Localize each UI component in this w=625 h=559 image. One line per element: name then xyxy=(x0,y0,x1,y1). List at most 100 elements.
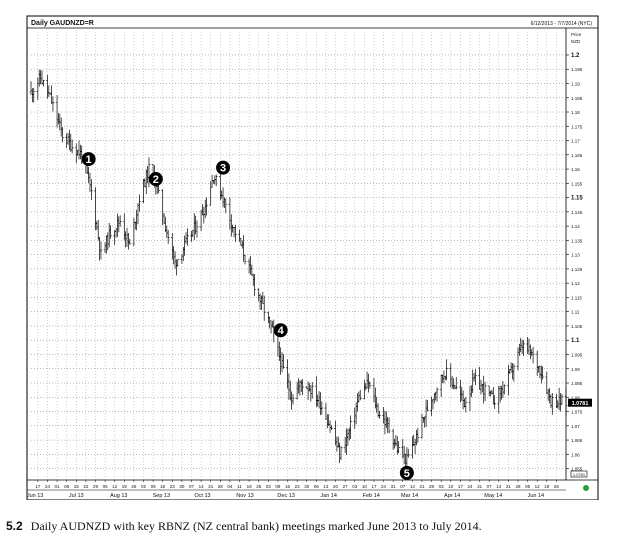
bottom-axis-box xyxy=(570,470,588,478)
x-day-label: 30 xyxy=(179,484,185,489)
y-tick-label: 1.145 xyxy=(571,210,583,215)
rbnz-meeting-label: 2 xyxy=(153,174,159,186)
x-month-label: Dec 13 xyxy=(277,493,294,499)
x-month-label: Aug 13 xyxy=(110,493,127,499)
y-tick-label: 1.13 xyxy=(571,253,580,258)
rbnz-meeting-label: 3 xyxy=(220,163,226,175)
x-day-label: 31 xyxy=(477,484,483,489)
x-day-label: 26 xyxy=(131,484,137,489)
x-month-label: Feb 14 xyxy=(363,493,380,499)
x-month-label: Oct 13 xyxy=(194,493,210,499)
y-tick-label: 1.125 xyxy=(571,267,583,272)
x-day-label: 26 xyxy=(554,484,560,489)
y-tick-label: 1.17 xyxy=(571,139,580,144)
x-month-label: May 14 xyxy=(484,493,502,499)
rbnz-meeting-marker xyxy=(216,160,231,175)
x-day-label: 14 xyxy=(496,484,502,489)
x-day-label: 17 xyxy=(35,484,41,489)
y-tick-label: 1.055 xyxy=(571,467,583,472)
x-day-label: 23 xyxy=(170,484,176,489)
x-day-label: 06 xyxy=(314,484,320,489)
y-tick-label: 1.185 xyxy=(571,96,583,101)
x-day-label: 14 xyxy=(199,484,205,489)
y-tick-label: 1.155 xyxy=(571,181,583,186)
x-day-label: 08 xyxy=(64,484,70,489)
x-day-label: 11 xyxy=(237,484,242,489)
x-month-label: Apr 14 xyxy=(444,493,460,499)
chart-title: Daily GAUDNZD=R xyxy=(31,20,94,27)
y-tick-label: 1.2 xyxy=(571,53,580,59)
figure-caption: 5.2 Daily AUDNZD with key RBNZ (NZ centra… xyxy=(6,519,618,534)
x-day-label: 28 xyxy=(515,484,521,489)
y-tick-label: 1.14 xyxy=(571,224,580,229)
last-price-box xyxy=(568,398,592,407)
y-tick-label: 1.195 xyxy=(571,67,583,72)
y-tick-label: 1.11 xyxy=(571,310,580,315)
x-day-label: 10 xyxy=(362,484,368,489)
y-tick-label: 1.165 xyxy=(571,153,583,158)
x-day-label: 01 xyxy=(55,484,61,489)
x-day-label: 16 xyxy=(285,484,291,489)
x-day-label: 25 xyxy=(256,484,262,489)
y-tick-label: 1.15 xyxy=(571,196,583,202)
x-day-label: 21 xyxy=(208,484,214,489)
chart-frame xyxy=(26,15,599,500)
figure-caption-text: Daily AUDNZD with key RBNZ (NZ central b… xyxy=(30,519,482,533)
price-axis-header: Price xyxy=(571,32,582,37)
y-tick-label: 1.135 xyxy=(571,238,583,243)
y-tick-label: 1.095 xyxy=(571,352,583,357)
rbnz-meeting-marker xyxy=(273,323,288,338)
y-tick-label: 1.16 xyxy=(571,167,580,172)
x-day-label: 12 xyxy=(535,484,541,489)
x-day-label: 23 xyxy=(295,484,301,489)
rbnz-meeting-label: 5 xyxy=(404,468,410,480)
x-day-label: 05 xyxy=(525,484,531,489)
y-tick-label: 1.06 xyxy=(571,452,580,457)
x-day-label: 17 xyxy=(458,484,464,489)
x-day-label: 13 xyxy=(323,484,329,489)
x-day-label: 19 xyxy=(544,484,550,489)
x-day-label: 27 xyxy=(343,484,349,489)
price-chart-svg: Daily GAUDNZD=R 6/12/2013 - 7/7/2014 (NYC… xyxy=(26,15,599,500)
y-tick-label: 1.07 xyxy=(571,424,580,429)
y-tick-label: 1.175 xyxy=(571,124,583,129)
x-day-label: 30 xyxy=(304,484,310,489)
x-month-label: Jan 14 xyxy=(320,493,337,499)
x-day-label: 29 xyxy=(93,484,99,489)
x-month-label: Jul 13 xyxy=(69,493,84,499)
rbnz-meeting-marker xyxy=(399,465,414,480)
x-day-label: 24 xyxy=(381,484,387,489)
figure-number: 5.2 xyxy=(6,519,23,533)
chart: Daily GAUDNZD=R 6/12/2013 - 7/7/2014 (NYC… xyxy=(26,15,599,500)
x-day-label: 12 xyxy=(112,484,118,489)
x-day-label: 04 xyxy=(227,484,233,489)
x-day-label: 03 xyxy=(439,484,445,489)
x-day-label: 03 xyxy=(352,484,358,489)
x-day-label: 07 xyxy=(189,484,195,489)
y-tick-label: 1.115 xyxy=(571,295,582,300)
y-tick-label: 1.08 xyxy=(571,395,580,400)
x-day-label: 19 xyxy=(122,484,128,489)
x-day-label: 05 xyxy=(103,484,109,489)
y-tick-label: 1.085 xyxy=(571,381,583,386)
x-day-label: 09 xyxy=(275,484,281,489)
x-day-label: 18 xyxy=(247,484,253,489)
price-axis-header: NZD xyxy=(571,39,581,44)
x-day-label: 07 xyxy=(400,484,406,489)
y-tick-label: 1.09 xyxy=(571,367,580,372)
rbnz-meeting-label: 4 xyxy=(278,325,285,337)
x-month-label: Jun 14 xyxy=(528,493,545,499)
x-month-label: Jun 13 xyxy=(27,493,44,499)
x-day-label: 16 xyxy=(160,484,166,489)
rbnz-meeting-marker xyxy=(81,152,96,167)
x-day-label: 24 xyxy=(467,484,473,489)
x-month-label: Sep 13 xyxy=(153,493,170,499)
y-tick-label: 1.065 xyxy=(571,438,583,443)
x-day-label: 21 xyxy=(419,484,425,489)
y-tick-label: 1.19 xyxy=(571,81,580,86)
x-day-label: 07 xyxy=(487,484,493,489)
x-day-label: 15 xyxy=(74,484,80,489)
bottom-axis-box-label: 1.0781 xyxy=(573,472,586,477)
x-day-label: 17 xyxy=(371,484,377,489)
x-day-label: 09 xyxy=(151,484,157,489)
